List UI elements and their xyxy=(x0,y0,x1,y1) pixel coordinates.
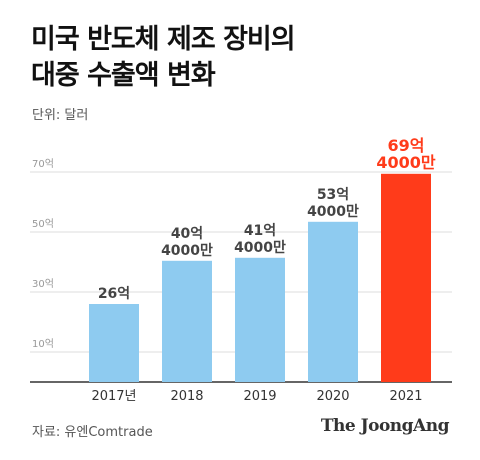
bar-value-label: 4000만 xyxy=(234,240,286,256)
x-tick-label: 2019 xyxy=(243,389,276,404)
x-tick-label: 2018 xyxy=(170,389,203,404)
y-tick-label: 30억 xyxy=(32,278,54,290)
x-tick-label: 2017년 xyxy=(91,389,136,404)
y-tick-label: 50억 xyxy=(32,218,54,230)
chart-title: 미국 반도체 제조 장비의 대중 수출액 변화 xyxy=(31,22,296,94)
bar xyxy=(89,304,139,382)
title-line-1: 미국 반도체 제조 장비의 xyxy=(31,24,296,55)
y-tick-label: 70억 xyxy=(32,158,54,170)
unit-label: 단위: 달러 xyxy=(32,108,89,123)
bar-value-label: 26억 xyxy=(98,286,130,302)
bar-value-label: 41억 xyxy=(244,223,276,239)
title-line-2: 대중 수출액 변화 xyxy=(31,60,216,91)
bar-value-label: 4000만 xyxy=(161,243,213,259)
x-tick-label: 2020 xyxy=(316,389,349,404)
bar-value-label: 69억 xyxy=(388,136,425,155)
bar-value-label: 53억 xyxy=(317,187,349,203)
bar-value-label: 40억 xyxy=(171,226,203,242)
bar-value-label: 4000만 xyxy=(307,204,359,220)
bar xyxy=(308,221,358,382)
y-tick-label: 10억 xyxy=(32,338,54,350)
bar xyxy=(381,173,431,382)
bar xyxy=(162,260,212,382)
brand-logo: The JoongAng xyxy=(320,416,450,436)
source-note: 자료: 유엔Comtrade xyxy=(32,425,153,440)
bar-value-label: 4000만 xyxy=(376,153,436,172)
bar xyxy=(235,257,285,382)
x-tick-label: 2021 xyxy=(389,389,422,404)
